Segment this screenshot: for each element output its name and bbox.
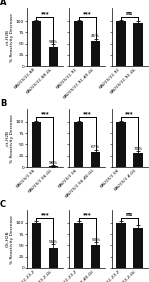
- Text: 58%: 58%: [49, 40, 58, 44]
- Text: ns: ns: [126, 212, 133, 217]
- Bar: [116, 21, 126, 66]
- Bar: [49, 166, 58, 167]
- Text: 45%: 45%: [91, 34, 100, 38]
- Bar: [133, 228, 143, 268]
- Bar: [32, 122, 41, 167]
- Bar: [74, 122, 83, 167]
- Bar: [32, 223, 41, 268]
- Text: C: C: [0, 200, 6, 209]
- Bar: [74, 21, 83, 66]
- Bar: [74, 223, 83, 268]
- Text: 55%: 55%: [49, 240, 58, 244]
- Bar: [116, 223, 126, 268]
- Bar: [49, 47, 58, 66]
- Text: 70%: 70%: [134, 147, 143, 151]
- Text: ***: ***: [41, 212, 49, 217]
- Text: B: B: [0, 99, 6, 108]
- Text: ***: ***: [41, 112, 49, 116]
- Text: 50%: 50%: [91, 237, 100, 242]
- Text: ***: ***: [83, 212, 91, 217]
- Y-axis label: Cit-H2B
% Reactivity Decrease: Cit-H2B % Reactivity Decrease: [6, 215, 14, 264]
- Text: ***: ***: [83, 11, 91, 16]
- Bar: [91, 245, 100, 268]
- Bar: [32, 21, 41, 66]
- Text: 98%: 98%: [49, 160, 58, 164]
- Bar: [91, 41, 100, 66]
- Y-axis label: cit-H2B
% Reactivity Decrease: cit-H2B % Reactivity Decrease: [6, 13, 14, 62]
- Text: ***: ***: [83, 112, 91, 116]
- Bar: [91, 152, 100, 167]
- Bar: [49, 248, 58, 268]
- Text: ***: ***: [125, 112, 134, 116]
- Bar: [133, 23, 143, 66]
- Text: ns: ns: [126, 11, 133, 16]
- Text: ***: ***: [41, 11, 49, 16]
- Y-axis label: cit-H2B
% Reactivity Decrease: cit-H2B % Reactivity Decrease: [6, 114, 14, 163]
- Bar: [116, 122, 126, 167]
- Text: 67%: 67%: [91, 145, 100, 149]
- Bar: [133, 153, 143, 167]
- Text: A: A: [0, 0, 6, 7]
